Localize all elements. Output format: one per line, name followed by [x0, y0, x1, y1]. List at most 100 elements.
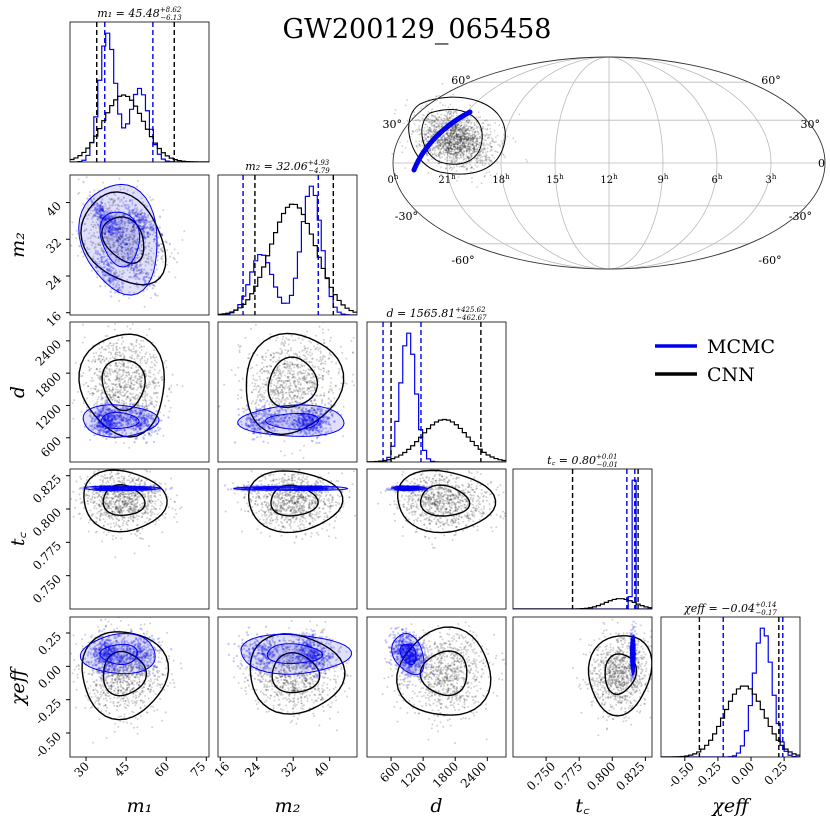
- sample-point-mcmc: [147, 272, 150, 275]
- sample-point-cnn: [109, 246, 112, 249]
- sample-point-cnn: [161, 379, 164, 382]
- sample-point-cnn: [119, 238, 122, 241]
- sample-point-cnn: [95, 250, 97, 253]
- sample-point-cnn: [146, 421, 149, 424]
- sample-point-cnn: [113, 235, 116, 238]
- sample-point-cnn: [152, 381, 155, 384]
- sample-point-cnn: [108, 217, 111, 220]
- sample-point-cnn: [104, 396, 107, 399]
- sample-point-cnn: [127, 248, 130, 251]
- sample-point-cnn: [92, 392, 95, 395]
- sample-point-cnn: [112, 243, 115, 246]
- sample-point-cnn: [128, 221, 131, 224]
- sample-point-cnn: [148, 245, 150, 248]
- sample-point-mcmc: [108, 218, 111, 221]
- sample-point-cnn: [276, 336, 279, 339]
- sample-point-cnn: [314, 386, 317, 389]
- sample-point-cnn: [121, 226, 124, 229]
- sample-point-mcmc: [94, 214, 97, 217]
- sample-point-cnn: [100, 224, 103, 227]
- sample-point-cnn: [139, 240, 142, 243]
- sample-point-cnn: [288, 371, 291, 374]
- sample-point-cnn: [147, 276, 150, 279]
- histogram-mcmc: [218, 185, 357, 315]
- sample-point-cnn: [141, 385, 143, 388]
- sample-point-cnn: [125, 386, 128, 389]
- sample-point-cnn: [72, 399, 75, 402]
- sample-point-mcmc: [119, 219, 122, 222]
- sample-point-cnn: [119, 369, 122, 372]
- sample-point-mcmc: [144, 281, 147, 284]
- sample-point-cnn: [283, 386, 286, 389]
- sample-point-mcmc: [113, 215, 116, 218]
- sample-point-cnn: [127, 346, 130, 349]
- sample-point-mcmc: [149, 222, 153, 226]
- sample-point-mcmc: [141, 405, 144, 408]
- joint-content: [70, 322, 184, 449]
- sample-point-cnn: [131, 246, 133, 249]
- sample-point-cnn: [81, 374, 84, 377]
- sample-point-cnn: [97, 390, 100, 393]
- sample-point-mcmc: [115, 275, 118, 278]
- sample-point-cnn: [129, 243, 132, 246]
- sample-point-cnn: [129, 247, 132, 250]
- sample-point-mcmc: [109, 279, 112, 283]
- sample-point-cnn: [120, 217, 123, 220]
- sample-point-cnn: [135, 341, 138, 344]
- sample-point-mcmc: [107, 217, 111, 221]
- sample-point-mcmc: [110, 280, 113, 283]
- sample-point-cnn: [118, 299, 121, 302]
- sample-point-mcmc: [110, 219, 114, 222]
- sample-point-cnn: [153, 356, 156, 359]
- sample-point-cnn: [334, 384, 337, 387]
- sample-point-mcmc: [97, 262, 101, 265]
- sample-point-mcmc: [146, 232, 150, 235]
- sample-point-cnn: [256, 354, 259, 356]
- sample-point-mcmc: [313, 398, 316, 401]
- sample-point-cnn: [136, 430, 139, 433]
- sample-point-mcmc: [136, 404, 139, 407]
- sample-point-cnn: [132, 345, 135, 348]
- sample-point-mcmc: [110, 225, 113, 229]
- sample-point-mcmc: [117, 288, 121, 291]
- sample-point-mcmc: [108, 276, 111, 280]
- sample-point-cnn: [118, 401, 121, 404]
- sample-point-cnn: [138, 343, 141, 346]
- sample-point-cnn: [102, 348, 105, 351]
- sample-point-cnn: [131, 225, 134, 228]
- sample-point-mcmc: [131, 199, 134, 202]
- sample-point-cnn: [100, 389, 103, 392]
- sample-point-cnn: [332, 391, 335, 394]
- sample-point-cnn: [285, 396, 288, 399]
- sample-point-cnn: [296, 378, 299, 381]
- sample-point-mcmc: [105, 227, 108, 230]
- sample-point-cnn: [88, 368, 91, 371]
- sample-point-cnn: [81, 323, 84, 326]
- sample-point-cnn: [116, 248, 119, 251]
- sample-point-cnn: [74, 361, 77, 364]
- sample-point-mcmc: [114, 275, 117, 278]
- sample-point-mcmc: [78, 245, 81, 248]
- sample-point-cnn: [252, 377, 255, 380]
- sample-point-cnn: [140, 246, 143, 249]
- sample-point-cnn: [122, 246, 125, 249]
- sample-point-mcmc: [105, 217, 108, 221]
- sample-point-mcmc: [140, 270, 143, 273]
- sample-point-cnn: [285, 337, 288, 340]
- sample-point-cnn: [115, 233, 118, 236]
- sample-point-mcmc: [98, 260, 101, 263]
- sample-point-mcmc: [109, 229, 113, 232]
- sample-point-mcmc: [144, 218, 147, 222]
- sample-point-mcmc: [160, 234, 164, 237]
- sample-point-mcmc: [138, 404, 142, 407]
- sample-point-mcmc: [100, 214, 103, 217]
- sample-point-cnn: [124, 249, 127, 252]
- sample-point-cnn: [92, 359, 95, 362]
- sample-point-cnn: [131, 231, 134, 234]
- sample-point-mcmc: [103, 219, 107, 222]
- sample-point-cnn: [126, 228, 128, 230]
- sample-point-mcmc: [151, 224, 154, 228]
- sample-point-cnn: [141, 402, 144, 405]
- sample-point-cnn: [86, 475, 89, 478]
- sample-point-mcmc: [151, 287, 154, 290]
